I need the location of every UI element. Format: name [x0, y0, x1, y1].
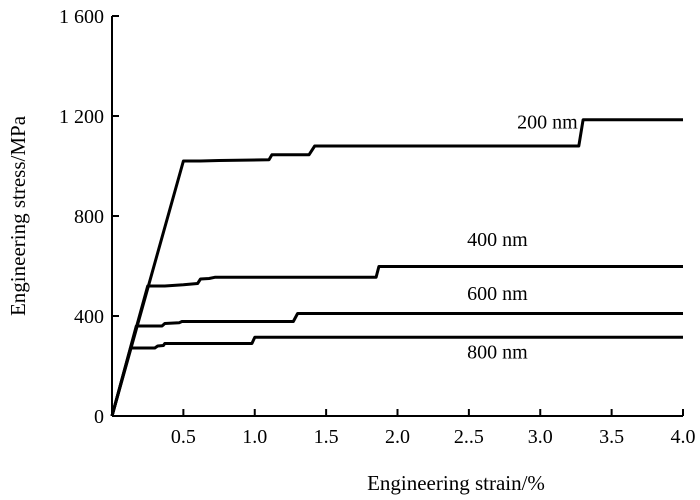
series-label: 800 nm	[467, 342, 528, 364]
x-tick-label: 1.0	[242, 426, 267, 448]
series-line-800-nm	[110, 335, 683, 417]
x-tick-label: 1.5	[314, 426, 339, 448]
x-tick-label: 4.0	[671, 426, 696, 448]
x-tick-label: 3.0	[528, 426, 553, 448]
y-tick-label: 400	[74, 306, 104, 328]
series-label: 600 nm	[467, 283, 528, 305]
ticks: 0.5 1.0 1.5 2.0 2..5 3.0 3.5 4.0 0 400 800 1 200 1 6…	[59, 6, 696, 448]
axes	[111, 16, 683, 417]
y-tick-label: 1 600	[59, 6, 104, 28]
x-tick-label: 2.0	[385, 426, 410, 448]
x-tick-label: 0.5	[171, 426, 196, 448]
x-axis-title: Engineering strain/%	[367, 471, 545, 495]
series-line-400-nm	[110, 265, 683, 417]
series-labels: 200 nm 400 nm 600 nm 800 nm	[467, 112, 578, 364]
y-axis-title: Engineering stress/MPa	[6, 115, 30, 316]
x-tick-label: 3.5	[599, 426, 624, 448]
series-label: 200 nm	[517, 112, 578, 134]
y-tick-label: 0	[94, 406, 104, 428]
series-line-600-nm	[110, 312, 683, 417]
x-tick-label: 2..5	[454, 426, 484, 448]
series-line-200-nm	[110, 118, 683, 417]
y-tick-label: 800	[74, 206, 104, 228]
series-group	[110, 118, 683, 417]
y-tick-label: 1 200	[59, 106, 104, 128]
series-label: 400 nm	[467, 229, 528, 251]
